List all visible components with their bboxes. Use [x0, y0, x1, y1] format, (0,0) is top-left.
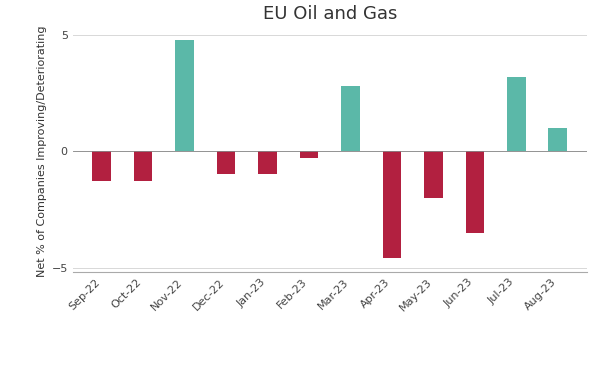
Bar [217, 151, 235, 175]
Bar [382, 151, 401, 258]
Bar [549, 128, 567, 151]
Bar [258, 151, 277, 175]
Y-axis label: Net % of Companies Improving/Deteriorating: Net % of Companies Improving/Deteriorati… [37, 25, 47, 277]
Bar [424, 151, 443, 198]
Bar [341, 86, 360, 151]
Bar [507, 77, 526, 151]
Bar [93, 151, 111, 181]
Bar [299, 151, 318, 158]
Bar [134, 151, 152, 181]
Bar [465, 151, 484, 232]
Bar [175, 40, 194, 151]
Title: EU Oil and Gas: EU Oil and Gas [263, 5, 397, 23]
